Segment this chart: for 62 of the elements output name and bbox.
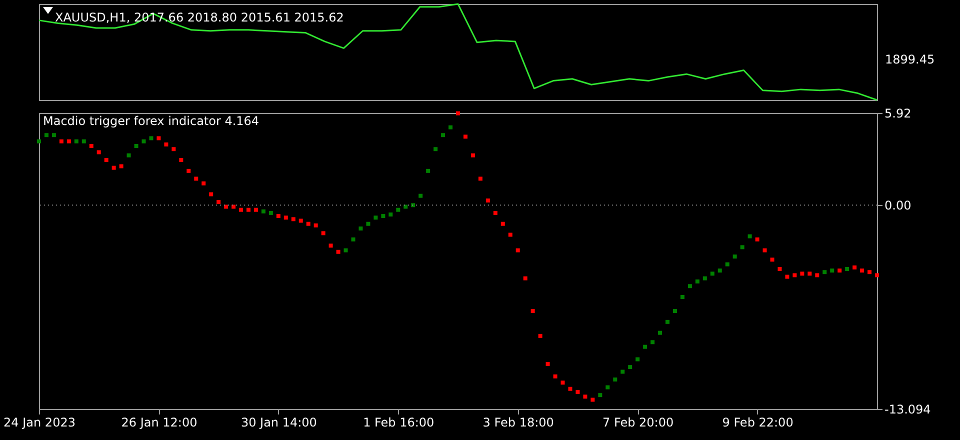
- x-tick-label: 7 Feb 20:00: [602, 416, 674, 430]
- x-tick-label: 1 Feb 16:00: [363, 416, 434, 430]
- point: [388, 212, 393, 216]
- x-tick-label: 26 Jan 12:00: [121, 416, 198, 430]
- point: [688, 284, 692, 288]
- point: [351, 237, 356, 242]
- point: [658, 330, 662, 335]
- x-tick-label: 24 Jan 2023: [4, 416, 76, 430]
- point: [666, 320, 670, 324]
- point: [44, 133, 48, 138]
- point: [358, 226, 363, 231]
- point: [748, 234, 752, 238]
- point: [718, 268, 722, 273]
- text: 1899.45: [885, 52, 935, 67]
- point: [426, 168, 430, 173]
- point: [448, 125, 453, 130]
- point: [411, 203, 416, 208]
- point: [620, 370, 625, 374]
- point: [628, 365, 632, 370]
- point: [680, 295, 684, 300]
- point: [374, 216, 378, 220]
- point: [695, 279, 700, 284]
- point: [830, 268, 834, 273]
- chart-title: Macdio trigger forex indicator 4.164: [43, 114, 260, 128]
- point: [643, 344, 648, 349]
- point: [845, 266, 850, 271]
- point: [725, 262, 730, 266]
- point: [613, 378, 618, 382]
- x-tick-label: 3 Feb 18:00: [482, 416, 554, 430]
- point: [396, 208, 400, 212]
- point: [404, 204, 408, 209]
- y-tick-label: 5.92: [884, 106, 912, 120]
- point: [344, 248, 348, 252]
- point: [134, 144, 138, 148]
- point: [52, 133, 56, 138]
- x-tick-label: 9 Feb 22:00: [722, 416, 794, 430]
- point: [650, 340, 655, 344]
- point: [702, 276, 707, 280]
- point: [598, 393, 602, 398]
- point: [740, 245, 744, 250]
- point: [261, 209, 266, 214]
- point: [710, 272, 714, 276]
- x-tick-label: 30 Jan 14:00: [240, 416, 317, 430]
- point: [268, 210, 273, 215]
- point: [82, 139, 86, 144]
- point: [418, 194, 423, 198]
- point: [822, 270, 827, 274]
- point: [126, 153, 131, 158]
- point: [636, 357, 640, 362]
- y-tick-label: -13.094: [884, 402, 931, 416]
- point: [606, 385, 610, 390]
- point: [434, 147, 438, 152]
- point: [142, 139, 146, 144]
- point: [441, 133, 446, 138]
- point: [74, 139, 78, 144]
- point: [149, 136, 154, 140]
- point: [381, 214, 386, 218]
- point: [672, 309, 677, 314]
- y-tick-label: 0.00: [884, 198, 912, 213]
- point: [37, 139, 41, 144]
- point: [732, 254, 737, 259]
- point: [366, 222, 370, 226]
